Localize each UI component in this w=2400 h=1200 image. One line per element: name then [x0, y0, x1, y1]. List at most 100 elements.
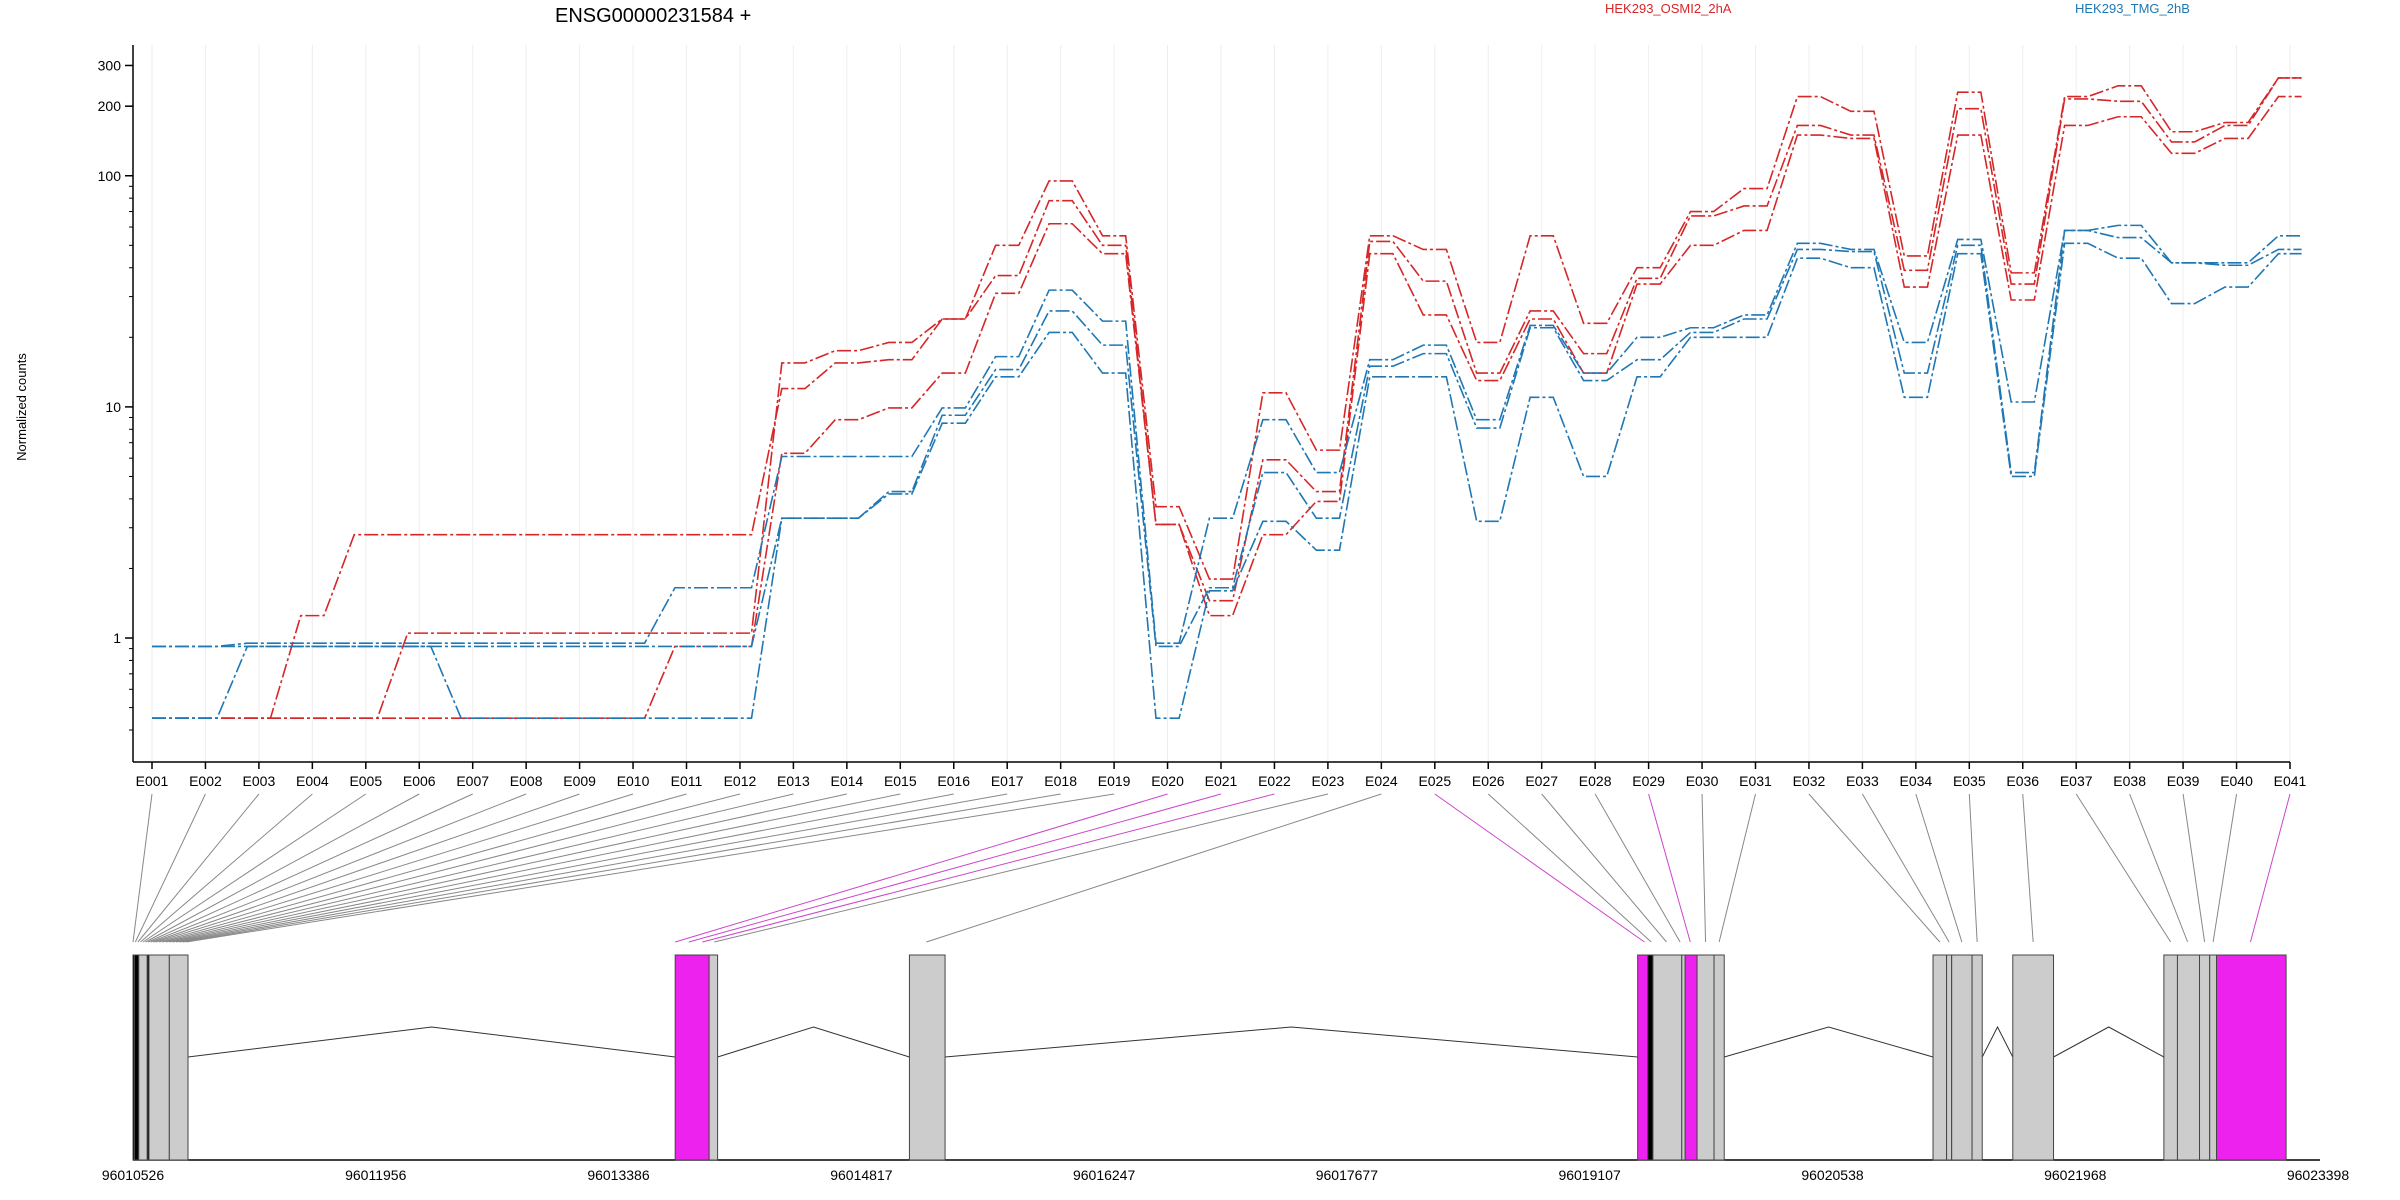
exon-link-line: [162, 793, 741, 943]
x-tick-label: E008: [510, 773, 543, 789]
exon-box: [1696, 954, 1715, 1161]
exon-link-line: [169, 793, 847, 943]
y-tick-label: 300: [98, 57, 122, 73]
exon-link-line: [145, 793, 420, 943]
x-tick-label: E029: [1632, 773, 1665, 789]
x-tick-label: E028: [1579, 773, 1612, 789]
x-tick-label: E014: [830, 773, 863, 789]
grid-lines: [151, 45, 2291, 762]
exon-box: [2163, 954, 2178, 1161]
x-tick-label: E037: [2060, 773, 2093, 789]
y-axis-label: Normalized counts: [14, 353, 29, 461]
x-tick-label: E024: [1365, 773, 1398, 789]
y-tick-label: 200: [98, 98, 122, 114]
exon-box: [148, 954, 170, 1161]
exon-box: [134, 954, 140, 1161]
x-tick-label: E006: [403, 773, 436, 789]
exon-link-line: [182, 793, 1061, 943]
exon-box: [708, 954, 719, 1161]
x-tick-label: E010: [617, 773, 650, 789]
x-tick-label: E015: [884, 773, 917, 789]
coordinate-label: 96019107: [1558, 1167, 1621, 1183]
x-tick-label: E025: [1418, 773, 1451, 789]
count-series: [152, 77, 2302, 719]
exon-link-line: [1487, 793, 1652, 943]
exon-link-line: [1648, 793, 1691, 943]
x-tick-label: E020: [1151, 773, 1184, 789]
x-tick-label: E005: [349, 773, 382, 789]
x-tick-label: E031: [1739, 773, 1772, 789]
coordinate-label: 96023398: [2287, 1167, 2350, 1183]
x-tick-label: E017: [991, 773, 1024, 789]
coordinate-label: 96014817: [830, 1167, 893, 1183]
exon-box: [1681, 954, 1686, 1161]
exon-box: [2209, 954, 2217, 1161]
count-series-line: [152, 224, 2302, 648]
exon-link-line: [1808, 793, 1941, 943]
count-series-line: [152, 95, 2302, 719]
coordinate-label: 96020538: [1801, 1167, 1864, 1183]
exon-link-line: [147, 793, 473, 943]
x-tick-label: E003: [243, 773, 276, 789]
x-tick-label: E026: [1472, 773, 1505, 789]
exon-link-line: [926, 793, 1382, 943]
chart-title: ENSG00000231584 +: [555, 5, 751, 27]
exon-box: [1946, 954, 1953, 1161]
exon-link-line: [1541, 793, 1667, 943]
exon-link-line: [159, 793, 687, 943]
exon-link-line: [675, 793, 1168, 943]
intron-line: [187, 1026, 676, 1058]
x-tick-label: E001: [136, 773, 169, 789]
exon-box: [138, 954, 148, 1161]
x-tick-label: E022: [1258, 773, 1291, 789]
intron-line: [1724, 1026, 1934, 1058]
coordinate-label: 96021968: [2044, 1167, 2107, 1183]
exon-link-line: [1861, 793, 1950, 943]
x-tick-label: E035: [1953, 773, 1986, 789]
x-tick-label: E013: [777, 773, 810, 789]
y-tick-label: 100: [98, 168, 122, 184]
y-tick-label: 1: [113, 630, 121, 646]
x-tick-label: E007: [456, 773, 489, 789]
count-series-line: [152, 77, 2302, 719]
exon-link-line: [176, 793, 954, 943]
x-tick-label: E011: [671, 773, 703, 789]
x-tick-label: E027: [1525, 773, 1558, 789]
exon-box: [1932, 954, 1948, 1161]
exon-link-line: [140, 793, 313, 943]
exon-link-line: [179, 793, 1008, 943]
count-series-line: [152, 229, 2302, 648]
x-tick-label: E009: [563, 773, 596, 789]
exon-link-line: [1915, 793, 1963, 943]
exon-link-line: [2075, 793, 2172, 943]
exon-link-line: [134, 793, 206, 943]
x-tick-label: E039: [2167, 773, 2200, 789]
coordinate-label: 96013386: [587, 1167, 650, 1183]
exon-link-line: [1434, 793, 1645, 943]
coordinate-label: 96011956: [345, 1167, 406, 1183]
exon-link-line: [702, 793, 1275, 943]
exon-link-line: [1594, 793, 1681, 943]
exon-box: [1637, 954, 1649, 1161]
count-series-line: [152, 242, 2302, 719]
exon-box: [1652, 954, 1683, 1161]
exon-link-line: [714, 793, 1329, 943]
x-tick-label: E016: [937, 773, 970, 789]
coordinate-label: 96016247: [1073, 1167, 1136, 1183]
intron-line: [2053, 1026, 2165, 1058]
x-tick-label: E023: [1312, 773, 1345, 789]
exon-box: [1647, 954, 1654, 1161]
exon-link-line: [150, 793, 527, 943]
x-tick-label: E004: [296, 773, 329, 789]
exon-link-line: [2249, 793, 2291, 943]
x-tick-label: E019: [1098, 773, 1131, 789]
exon-box: [1684, 954, 1698, 1161]
exon-link-line: [165, 793, 794, 943]
intron-line: [1981, 1025, 2014, 1058]
legend-condition-b: HEK293_TMG_2hB: [2075, 1, 2190, 16]
exon-link-line: [1718, 793, 1756, 943]
exon-box: [908, 954, 946, 1161]
x-tick-label: E033: [1846, 773, 1879, 789]
exon-link-line: [142, 793, 367, 943]
